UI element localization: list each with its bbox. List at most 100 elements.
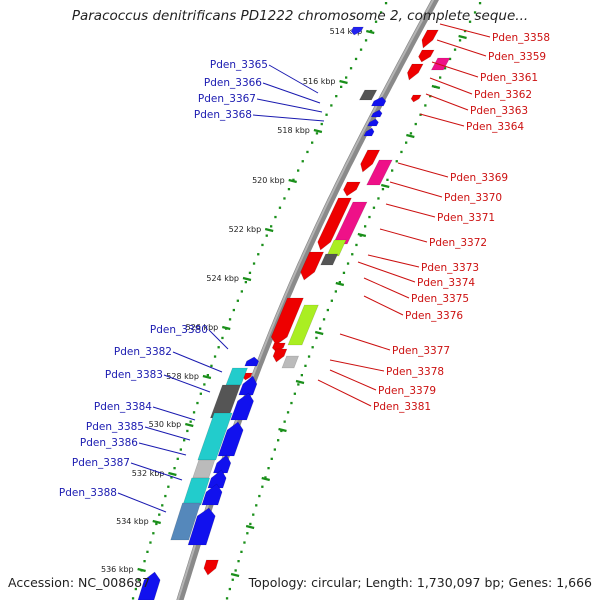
ruler-left-dot bbox=[248, 271, 252, 274]
ruler-left-dot bbox=[228, 318, 232, 321]
ruler-right-dot bbox=[351, 253, 354, 256]
gene-label-pden-3368: Pden_3368 bbox=[194, 109, 252, 121]
ruler-left-dot bbox=[311, 141, 314, 144]
ruler-left-dot bbox=[335, 95, 338, 98]
ruler-left-dot bbox=[384, 2, 388, 5]
ruler-right-dot bbox=[400, 150, 403, 154]
ruler-right-dot bbox=[448, 57, 452, 61]
ruler-right-dot bbox=[315, 336, 318, 340]
ruler-left-dot bbox=[301, 160, 304, 163]
ruler-right-dot bbox=[255, 504, 258, 507]
gene-label-pden-3381: Pden_3381 bbox=[373, 401, 431, 413]
gene-label-pden-3362: Pden_3362 bbox=[474, 89, 532, 101]
ruler-right-tick-530 bbox=[278, 427, 287, 433]
ruler-right-dot bbox=[419, 113, 422, 116]
feature-3388b bbox=[187, 507, 216, 546]
ruler-left-dot bbox=[176, 457, 179, 460]
ruler-right-dot bbox=[270, 457, 273, 460]
ruler-left-dot bbox=[221, 336, 224, 340]
gene-label-pden-3379: Pden_3379 bbox=[378, 385, 436, 397]
feature-3369 bbox=[360, 149, 381, 173]
ruler-left-dot bbox=[364, 39, 368, 42]
ruler-right-dot bbox=[334, 290, 337, 293]
feature-3376 bbox=[287, 304, 319, 346]
ruler-right-dot bbox=[243, 541, 246, 544]
ruler-left-dot bbox=[183, 439, 186, 442]
ruler-right-dot bbox=[381, 188, 385, 191]
ruler-left-dot bbox=[306, 150, 309, 154]
ruler-right-dot bbox=[338, 281, 341, 284]
ruler-right-tick-514 bbox=[458, 34, 467, 40]
ruler-right-dot bbox=[473, 11, 477, 14]
feature-3382 bbox=[225, 367, 248, 386]
ruler-tick-label-530: 530 kbp bbox=[149, 420, 182, 429]
ruler-left-dot bbox=[292, 178, 295, 181]
ruler-right-dot bbox=[252, 513, 255, 516]
ruler-right-tick-518 bbox=[406, 133, 415, 139]
ruler-left-dot bbox=[252, 262, 256, 265]
ruler-left-dot bbox=[155, 522, 158, 526]
gene-label-pden-3361: Pden_3361 bbox=[480, 72, 538, 84]
label-leader-lines bbox=[117, 23, 491, 513]
ruler-right-dot bbox=[395, 160, 398, 163]
ruler-right-dot bbox=[249, 522, 252, 526]
leader-pden-3384 bbox=[152, 406, 196, 421]
summary-text: Topology: circular; Length: 1,730,097 bp… bbox=[248, 575, 592, 590]
ruler-left-dot bbox=[244, 281, 247, 284]
ruler-tick-532 bbox=[168, 471, 177, 477]
ruler-right-dot bbox=[307, 355, 311, 358]
map-title: Paracoccus denitrificans PD1222 chromoso… bbox=[71, 8, 529, 24]
feature-514-left bbox=[350, 26, 364, 36]
ruler-left-dot bbox=[199, 392, 202, 395]
ruler-left-dot bbox=[315, 132, 319, 135]
gene-label-pden-3378: Pden_3378 bbox=[386, 366, 444, 378]
gene-features bbox=[137, 26, 451, 600]
gene-label-pden-3369: Pden_3369 bbox=[450, 172, 508, 184]
leader-pden-3375 bbox=[363, 277, 410, 299]
ruler-right-dot bbox=[330, 299, 333, 302]
ruler-right-dot bbox=[322, 318, 326, 321]
gene-label-pden-3386: Pden_3386 bbox=[80, 437, 138, 449]
leader-pden-3362 bbox=[429, 77, 473, 95]
ruler-left-dot bbox=[158, 513, 161, 516]
ruler-left-dot bbox=[236, 299, 239, 302]
ruler-right-dot bbox=[300, 374, 303, 377]
ruler-right-tick-528 bbox=[295, 379, 305, 385]
ruler-left: 514 kbp 516 kbp 518 kbp 520 kbp 522 kbp 524 k… bbox=[101, 2, 388, 600]
ruler-right-dot bbox=[355, 243, 358, 247]
ruler-left-dot bbox=[320, 122, 323, 126]
ruler-right-dot bbox=[234, 569, 237, 572]
ruler-right-tick-532 bbox=[261, 476, 270, 482]
leader-pden-3382 bbox=[172, 351, 223, 373]
ruler-left-dot bbox=[196, 401, 199, 405]
leader-pden-3370 bbox=[389, 181, 443, 198]
ruler-tick-524 bbox=[242, 276, 252, 282]
ruler-right-dot bbox=[246, 532, 249, 535]
ruler-right-dot bbox=[261, 485, 264, 488]
accession-text: Accession: NC_008687 bbox=[8, 575, 151, 590]
feature-3387b bbox=[201, 483, 223, 506]
gene-label-pden-3385: Pden_3385 bbox=[86, 421, 144, 433]
ruler-left-dot bbox=[203, 383, 206, 386]
feature-3388 bbox=[170, 502, 201, 541]
ruler-left-dot bbox=[369, 29, 373, 33]
gene-label-pden-3375: Pden_3375 bbox=[411, 293, 469, 305]
ruler-right-dot bbox=[439, 76, 442, 79]
gene-label-pden-3364: Pden_3364 bbox=[466, 121, 524, 133]
leader-pden-3371 bbox=[385, 203, 436, 218]
gene-label-pden-3382: Pden_3382 bbox=[114, 346, 172, 358]
ruler-right-tick-516 bbox=[431, 84, 441, 90]
ruler-left-dot bbox=[152, 532, 155, 535]
ruler-right-dot bbox=[231, 578, 234, 581]
leader-pden-3359 bbox=[436, 39, 487, 57]
ruler-right-dot bbox=[424, 104, 427, 107]
ruler-tick-label-528: 528 kbp bbox=[166, 372, 199, 381]
ruler-tick-label-514: 514 kbp bbox=[330, 27, 363, 36]
ruler-left-dot bbox=[359, 48, 363, 51]
ruler-left-dot bbox=[173, 467, 176, 470]
ruler-right-dot bbox=[377, 197, 380, 200]
leader-pden-3383 bbox=[163, 374, 211, 393]
ruler-right-dot bbox=[280, 429, 283, 433]
ruler-tick-522 bbox=[264, 227, 274, 233]
